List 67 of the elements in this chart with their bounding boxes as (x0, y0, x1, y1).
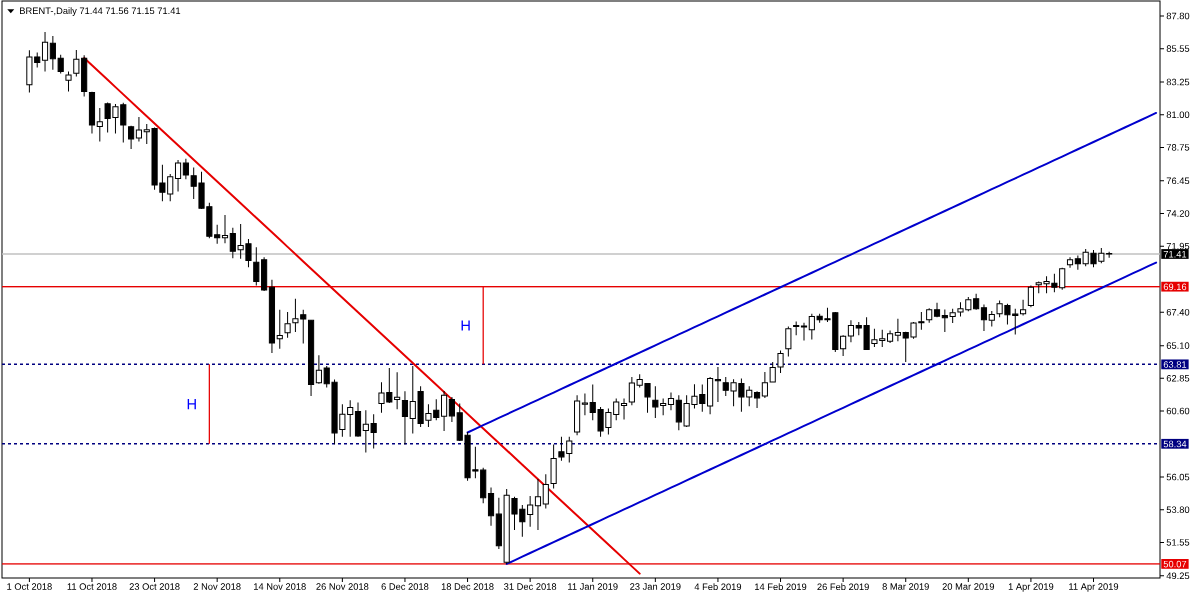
candlestick (667, 392, 675, 411)
x-tick-label: 11 Jan 2019 (568, 583, 618, 590)
y-tick-label: 51.55 (1166, 539, 1190, 546)
y-tick-label: 60.60 (1166, 407, 1190, 415)
x-tick-label: 23 Jan 2019 (630, 583, 681, 590)
x-tick-label: 6 Dec 2018 (381, 583, 429, 590)
x-tick-label: 18 Dec 2018 (441, 583, 494, 590)
candlestick (542, 473, 549, 509)
series-label: H (461, 320, 470, 331)
candlestick (1066, 256, 1074, 269)
x-tick-label: 1 Apr 2019 (1008, 583, 1054, 592)
ref-line-label: 69.16 (1163, 283, 1187, 291)
x-tick-label: 26 Nov 2018 (316, 583, 369, 590)
candlestick (785, 325, 792, 357)
x-tick-label: 11 Oct 2018 (67, 583, 117, 590)
candlestick (221, 214, 229, 244)
x-tick-label: 8 Mar 2019 (882, 583, 929, 590)
y-tick-label: 62.85 (1166, 375, 1190, 382)
ref-line-label: 71.41 (1163, 250, 1187, 258)
ref-line-label: 58.34 (1163, 440, 1187, 448)
y-tick-label: 76.45 (1166, 177, 1190, 185)
x-tick-label: 1 Oct 2018 (7, 583, 52, 590)
candlestick (441, 390, 448, 432)
x-tick-label: 14 Feb 2019 (755, 583, 807, 591)
text: BRENT-,Daily 71.44 71.56 71.15 71.41 (20, 7, 181, 16)
series-label: H (187, 399, 196, 410)
candlestick (284, 311, 291, 339)
ref-line-label: 50.07 (1163, 560, 1187, 568)
x-tick-label: 4 Feb 2019 (694, 583, 742, 591)
candlestick (581, 393, 588, 416)
x-tick-label: 20 Mar 2019 (942, 583, 995, 590)
x-tick-label: 11 Apr 2019 (1069, 583, 1119, 592)
candlestick (1020, 299, 1027, 316)
y-tick-label: 56.05 (1166, 473, 1190, 481)
x-tick-label: 31 Dec 2018 (504, 583, 557, 590)
candlestick (1027, 285, 1034, 308)
candlestick (714, 366, 722, 403)
candlestick (847, 319, 855, 343)
y-tick-label: 74.20 (1166, 210, 1190, 217)
candlestick (980, 303, 988, 332)
candlestick (487, 486, 495, 527)
candlestick (135, 116, 143, 142)
y-tick-label: 65.10 (1166, 342, 1190, 349)
x-tick-label: 2 Nov 2018 (193, 583, 241, 590)
candlestick (96, 107, 103, 142)
candlestick (174, 159, 182, 192)
candlestick (800, 322, 808, 341)
candlestick (401, 390, 409, 446)
candlestick (534, 478, 542, 531)
candlestick (41, 31, 49, 73)
y-tick-label: 49.25 (1166, 572, 1190, 580)
y-tick-label: 85.55 (1166, 45, 1190, 52)
x-tick-label: 23 Oct 2018 (129, 583, 180, 590)
y-tick-label: 81.00 (1166, 111, 1190, 119)
x-tick-label: 26 Feb 2019 (817, 583, 869, 591)
ref-line-label: 63.81 (1163, 361, 1187, 368)
candlestick (276, 309, 283, 350)
y-tick-label: 71.95 (1166, 242, 1190, 250)
x-tick-label: 14 Nov 2018 (254, 583, 306, 590)
y-tick-label: 83.25 (1166, 78, 1190, 86)
y-tick-label: 67.40 (1166, 308, 1190, 316)
candlestick (753, 390, 761, 409)
candlestick (65, 71, 72, 92)
y-tick-label: 78.75 (1166, 144, 1190, 151)
y-tick-label: 53.80 (1166, 506, 1190, 514)
y-tick-label: 87.80 (1166, 12, 1190, 20)
candlestick (620, 397, 628, 421)
